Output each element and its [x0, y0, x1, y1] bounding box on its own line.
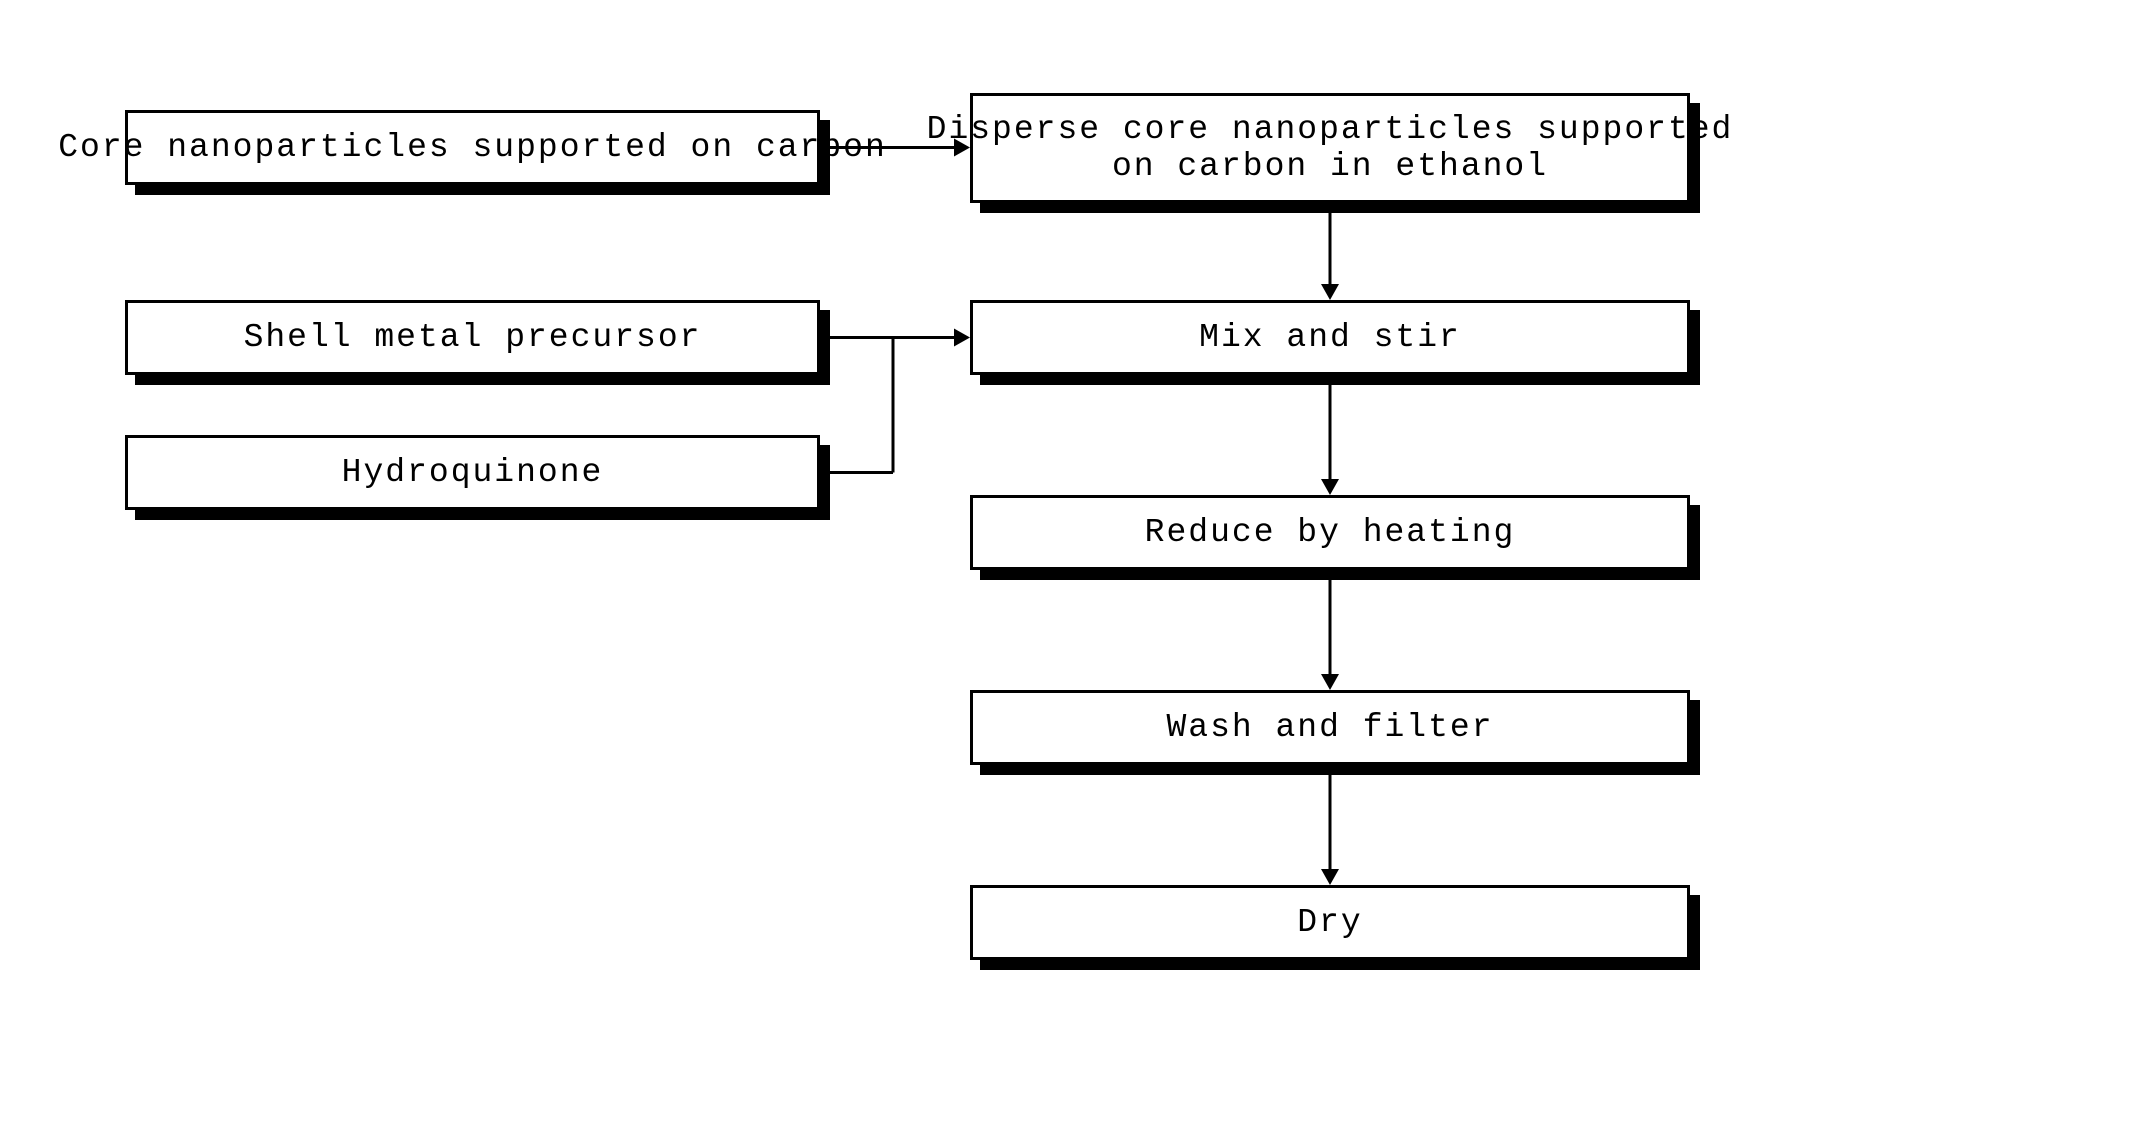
- shell-box: Shell metal precursor: [125, 300, 820, 375]
- mix-shadow: [980, 375, 1700, 385]
- hydro-box: Hydroquinone: [125, 435, 820, 510]
- reduce-shadow: [1690, 505, 1700, 580]
- core-shadow: [135, 185, 830, 195]
- hydro-shadow: [135, 510, 830, 520]
- reduce-shadow: [980, 570, 1700, 580]
- disperse-shadow: [980, 203, 1700, 213]
- shell-shadow: [135, 375, 830, 385]
- dry-shadow: [980, 960, 1700, 970]
- shell-shadow: [820, 310, 830, 385]
- reduce-box: Reduce by heating: [970, 495, 1690, 570]
- mix-box: Mix and stir: [970, 300, 1690, 375]
- flowchart-canvas: Core nanoparticles supported on carbon Sh…: [0, 0, 2139, 1132]
- hydro-shadow: [820, 445, 830, 520]
- wash-shadow: [1690, 700, 1700, 775]
- disperse-box: Disperse core nanoparticles supported on…: [970, 93, 1690, 203]
- core-box: Core nanoparticles supported on carbon: [125, 110, 820, 185]
- dry-shadow: [1690, 895, 1700, 970]
- mix-shadow: [1690, 310, 1700, 385]
- wash-shadow: [980, 765, 1700, 775]
- dry-box: Dry: [970, 885, 1690, 960]
- wash-box: Wash and filter: [970, 690, 1690, 765]
